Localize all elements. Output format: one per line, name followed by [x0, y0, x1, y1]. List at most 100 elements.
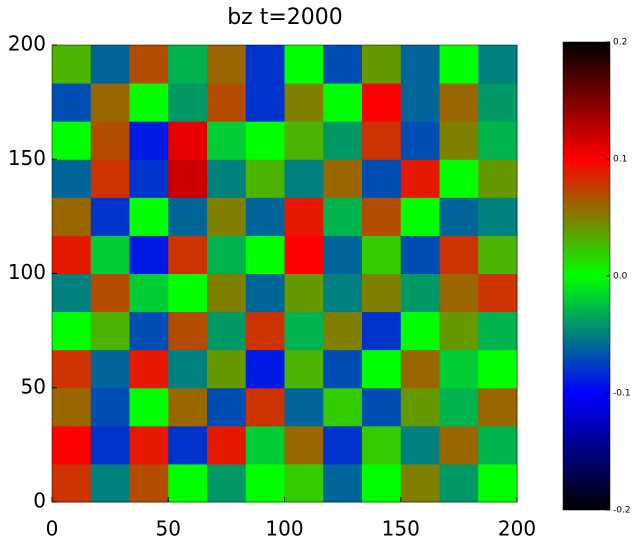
heatmap-cell: [245, 311, 285, 351]
y-tick-label: 0: [33, 489, 46, 513]
heatmap-cell: [284, 197, 324, 236]
heatmap-cell: [168, 425, 208, 465]
heatmap-cell: [478, 235, 518, 274]
heatmap-cell: [168, 197, 208, 236]
heatmap-cell: [284, 273, 324, 313]
heatmap-cell: [400, 235, 440, 274]
heatmap-cell: [439, 197, 479, 236]
heatmap-cell: [52, 121, 92, 160]
heatmap-cell: [400, 387, 440, 427]
heatmap-cell: [362, 235, 402, 274]
heatmap-cell: [478, 273, 518, 313]
heatmap-cell: [52, 159, 92, 198]
heatmap-cell: [129, 425, 169, 465]
heatmap-cell: [245, 121, 285, 160]
heatmap-cell: [245, 197, 285, 236]
heatmap-cell: [323, 197, 363, 236]
heatmap-cell: [400, 45, 440, 84]
heatmap-cell: [168, 121, 208, 160]
heatmap-cell: [168, 235, 208, 274]
heatmap-cell: [439, 311, 479, 351]
heatmap-cell: [400, 83, 440, 122]
heatmap-cell: [362, 463, 402, 503]
heatmap-cell: [439, 45, 479, 84]
heatmap-cell: [90, 349, 130, 389]
heatmap-cell: [284, 425, 324, 465]
heatmap-cell: [323, 311, 363, 351]
heatmap-cell: [439, 121, 479, 160]
heatmap-cell: [90, 387, 130, 427]
heatmap-cell: [323, 83, 363, 122]
heatmap-cell: [52, 83, 92, 122]
heatmap-cell: [168, 273, 208, 313]
heatmap-cell: [323, 159, 363, 198]
heatmap-cell: [168, 387, 208, 427]
heatmap-cell: [478, 197, 518, 236]
heatmap-cell: [478, 45, 518, 84]
heatmap-cell: [90, 311, 130, 351]
heatmap-cell: [207, 235, 247, 274]
heatmap-cell: [90, 425, 130, 465]
heatmap-cell: [90, 83, 130, 122]
heatmap-cell: [323, 463, 363, 503]
heatmap-cell: [168, 159, 208, 198]
heatmap-cell: [90, 197, 130, 236]
heatmap-cell: [245, 387, 285, 427]
heatmap-cell: [52, 273, 92, 313]
heatmap-cell: [129, 311, 169, 351]
heatmap-cell: [400, 349, 440, 389]
heatmap-cell: [168, 83, 208, 122]
heatmap-cell: [323, 387, 363, 427]
heatmap-cell: [129, 121, 169, 160]
heatmap-cell: [362, 159, 402, 198]
heatmap-cell: [362, 45, 402, 84]
heatmap-cell: [478, 425, 518, 465]
heatmap-cell: [439, 159, 479, 198]
heatmap-cell: [207, 463, 247, 503]
heatmap-cell: [478, 387, 518, 427]
heatmap-cell: [439, 349, 479, 389]
heatmap-cell: [207, 349, 247, 389]
heatmap-cell: [478, 349, 518, 389]
heatmap-cell: [284, 159, 324, 198]
heatmap-cell: [439, 273, 479, 313]
heatmap-cell: [362, 121, 402, 160]
heatmap-cell: [129, 197, 169, 236]
heatmap-cell: [362, 311, 402, 351]
chart-title: bz t=2000: [227, 5, 343, 30]
heatmap-cell: [400, 311, 440, 351]
heatmap-cell: [323, 349, 363, 389]
heatmap-cell: [129, 463, 169, 503]
heatmap-cell: [478, 311, 518, 351]
heatmap-cell: [362, 349, 402, 389]
heatmap-cell: [439, 83, 479, 122]
heatmap-cell: [400, 425, 440, 465]
heatmap-cell: [245, 159, 285, 198]
heatmap-cell: [439, 425, 479, 465]
heatmap-cell: [478, 83, 518, 122]
y-tick-label: 200: [8, 32, 46, 56]
heatmap-cell: [323, 273, 363, 313]
x-tick-label: 150: [382, 517, 420, 541]
heatmap-cell: [129, 235, 169, 274]
heatmap-cell: [284, 463, 324, 503]
heatmap-cell: [52, 311, 92, 351]
heatmap-cell: [439, 235, 479, 274]
heatmap-cell: [478, 159, 518, 198]
heatmap-cell: [52, 387, 92, 427]
heatmap-cell: [207, 121, 247, 160]
y-tick-label: 150: [8, 146, 46, 170]
heatmap-cell: [400, 197, 440, 236]
heatmap-cell: [129, 45, 169, 84]
heatmap-cell: [323, 235, 363, 274]
heatmap-cell: [245, 273, 285, 313]
heatmap-cell: [207, 83, 247, 122]
heatmap-cell: [323, 425, 363, 465]
heatmap-cell: [207, 387, 247, 427]
heatmap-cell: [52, 45, 92, 84]
y-tick-label: 100: [8, 260, 46, 284]
x-tick-label: 100: [265, 517, 303, 541]
heatmap-cell: [400, 121, 440, 160]
x-tick-label: 200: [498, 517, 536, 541]
